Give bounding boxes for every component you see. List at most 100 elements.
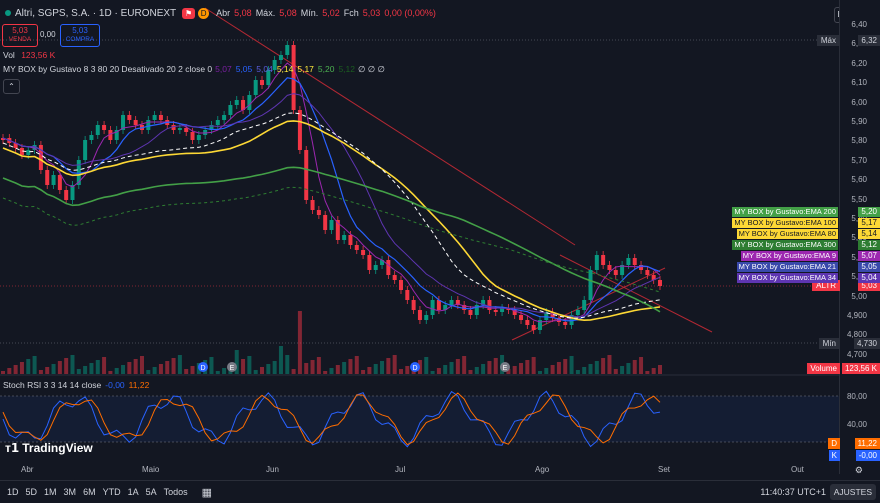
volume-bar — [165, 361, 170, 374]
trendline-down — [204, 7, 576, 246]
max-value: 6,32 — [858, 35, 880, 46]
volume-bar — [361, 370, 366, 374]
volume-legend[interactable]: Vol 123,56 K — [3, 50, 55, 60]
flag-icon[interactable]: ⚑ — [182, 7, 196, 19]
candle-body — [342, 235, 347, 240]
event-marker — [227, 362, 237, 372]
buy-price: 5,03 — [72, 26, 88, 35]
candle-body — [506, 308, 511, 310]
candle-body — [127, 115, 132, 120]
date-range-icon[interactable]: ▦ — [201, 486, 213, 499]
candle-body — [228, 105, 233, 115]
volume-bar — [563, 359, 568, 374]
buy-button[interactable]: 5,03 COMPRA — [60, 24, 100, 47]
volume-bar — [171, 358, 176, 374]
candle-body — [133, 120, 138, 125]
candle-body — [310, 200, 315, 210]
ema-legend-label: MY BOX by Gustavo:EMA 100 — [732, 218, 838, 228]
volume-bar — [651, 368, 656, 374]
candle-body — [95, 125, 100, 135]
volume-bar — [474, 367, 479, 374]
ema-9-line — [2, 62, 661, 323]
candle-body — [519, 315, 524, 320]
candle-body — [354, 245, 359, 250]
volume-bar — [506, 369, 511, 374]
volume-bar — [367, 367, 372, 374]
ema-legend-value: 5,07 — [858, 251, 880, 261]
volume-bar — [607, 355, 612, 374]
candle-body — [64, 190, 69, 200]
volume-bar — [26, 359, 31, 374]
timeframe-button[interactable]: Todos — [163, 487, 188, 497]
timeframe-button[interactable]: 1M — [44, 487, 57, 497]
candle-body — [462, 305, 467, 310]
timeframe-button[interactable]: 1A — [127, 487, 139, 497]
clock-time[interactable]: 11:40:37 UTC+1 — [760, 487, 826, 497]
volume-bar — [83, 366, 88, 374]
volume-bar — [291, 369, 296, 374]
candle-body — [57, 175, 62, 190]
volume-bar — [89, 363, 94, 374]
chevron-up-icon: ⌃ — [8, 82, 15, 91]
volume-bar — [613, 369, 618, 374]
candle-body — [632, 258, 637, 265]
candle-body — [222, 115, 227, 120]
delay-icon[interactable]: D — [198, 7, 210, 19]
timeframe-button[interactable]: 1D — [7, 487, 19, 497]
indicator-legend[interactable]: MY BOX by Gustavo 8 3 80 20 Desativado 2… — [3, 64, 385, 75]
indicator-value: 5,20 — [317, 64, 335, 74]
volume-bar — [443, 365, 448, 374]
sell-button[interactable]: 5,03 VENDA — [2, 24, 38, 47]
volume-bar — [32, 356, 37, 374]
volume-bar — [13, 365, 18, 374]
volume-bar — [127, 362, 132, 374]
candle-body — [241, 100, 246, 110]
candle-body — [582, 300, 587, 310]
volume-bar — [481, 364, 486, 374]
timeframe-button[interactable]: 3M — [63, 487, 77, 497]
candle-body — [209, 125, 214, 130]
volume-bar — [468, 370, 473, 374]
candle-body — [575, 310, 580, 315]
settings-gear-icon[interactable]: ⚙ — [854, 465, 863, 475]
indicator-value: 5,17 — [297, 64, 314, 74]
candle-body — [411, 300, 416, 310]
candle-body — [373, 265, 378, 270]
volume-bar — [544, 368, 549, 374]
ema-100-line — [2, 120, 661, 322]
ema-legend-label: MY BOX by Gustavo:EMA 300 — [732, 240, 838, 250]
volume-bar — [222, 368, 227, 374]
chart-canvas[interactable]: D E D E — [0, 0, 880, 480]
tradingview-logo[interactable]: ᴛ𝟭 TradingView — [5, 441, 93, 455]
time-axis-label: Ago — [535, 465, 550, 474]
candle-body — [392, 275, 397, 280]
event-marker — [410, 362, 420, 372]
volume-bar — [392, 355, 397, 374]
indicator-value: 5,12 — [338, 64, 355, 74]
volume-bar — [556, 362, 561, 374]
price-tick: 5,80 — [851, 136, 867, 146]
timeframe-button[interactable]: 6M — [83, 487, 96, 497]
low-value: 5,02 — [322, 8, 340, 18]
candle-body — [215, 120, 220, 125]
collapse-legend-button[interactable]: ⌃ — [3, 79, 20, 94]
candle-body — [253, 80, 258, 95]
candle-body — [455, 300, 460, 305]
symbol-title[interactable]: Altri, SGPS, S.A. · 1D · EURONEXT — [15, 7, 177, 19]
stoch-legend[interactable]: Stoch RSI 3 3 14 14 close -0,00 11,22 — [3, 380, 149, 390]
candle-body — [38, 145, 43, 170]
timeframe-button[interactable]: 5D — [25, 487, 38, 497]
event-marker-label: D — [200, 365, 205, 372]
timeframe-button[interactable]: 5A — [145, 487, 157, 497]
volume-bar — [190, 366, 195, 374]
ema-200-line — [2, 166, 661, 313]
settings-button[interactable]: AJUSTES — [829, 484, 876, 500]
candle-body — [335, 220, 340, 240]
time-axis-label: Out — [791, 465, 804, 474]
volume-bar — [76, 369, 81, 374]
candle-body — [13, 143, 18, 148]
volume-bar — [323, 371, 328, 374]
timeframe-button[interactable]: YTD — [102, 487, 121, 497]
event-marker-label: D — [412, 365, 417, 372]
ema-legend-label: MY BOX by Gustavo:EMA 9 — [740, 251, 838, 261]
